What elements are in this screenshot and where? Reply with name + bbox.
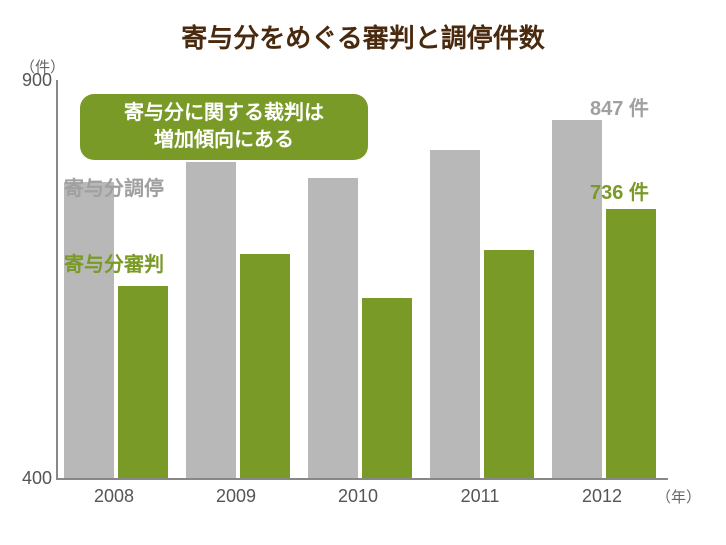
bar-trial [362,298,412,478]
bar-trial [484,250,534,478]
chart-title: 寄与分をめぐる審判と調停件数 [0,0,726,55]
bar-mediation [64,182,114,478]
series-label-trial: 寄与分審判 [64,248,164,277]
bar-mediation [430,150,480,478]
bar-mediation [552,120,602,478]
bar-mediation [308,178,358,478]
y-tick-max: 900 [12,70,52,91]
callout-line2: 増加傾向にある [154,129,294,151]
value-label-mediation-2012: 847 件 [590,92,649,121]
x-tick: 2010 [306,486,410,507]
x-tick: 2008 [62,486,166,507]
series-label-mediation: 寄与分調停 [64,172,164,201]
x-tick: 2009 [184,486,288,507]
bar-trial [606,209,656,478]
x-tick: 2012 [550,486,654,507]
x-axis-unit: （年） [656,486,701,507]
callout-line1: 寄与分に関する裁判は [124,102,324,124]
x-tick: 2011 [428,486,532,507]
bar-mediation [186,162,236,478]
bar-trial [240,254,290,478]
callout-badge: 寄与分に関する裁判は 増加傾向にある [80,94,368,160]
bar-trial [118,286,168,478]
value-label-trial-2012: 736 件 [590,176,649,205]
y-tick-min: 400 [12,468,52,489]
